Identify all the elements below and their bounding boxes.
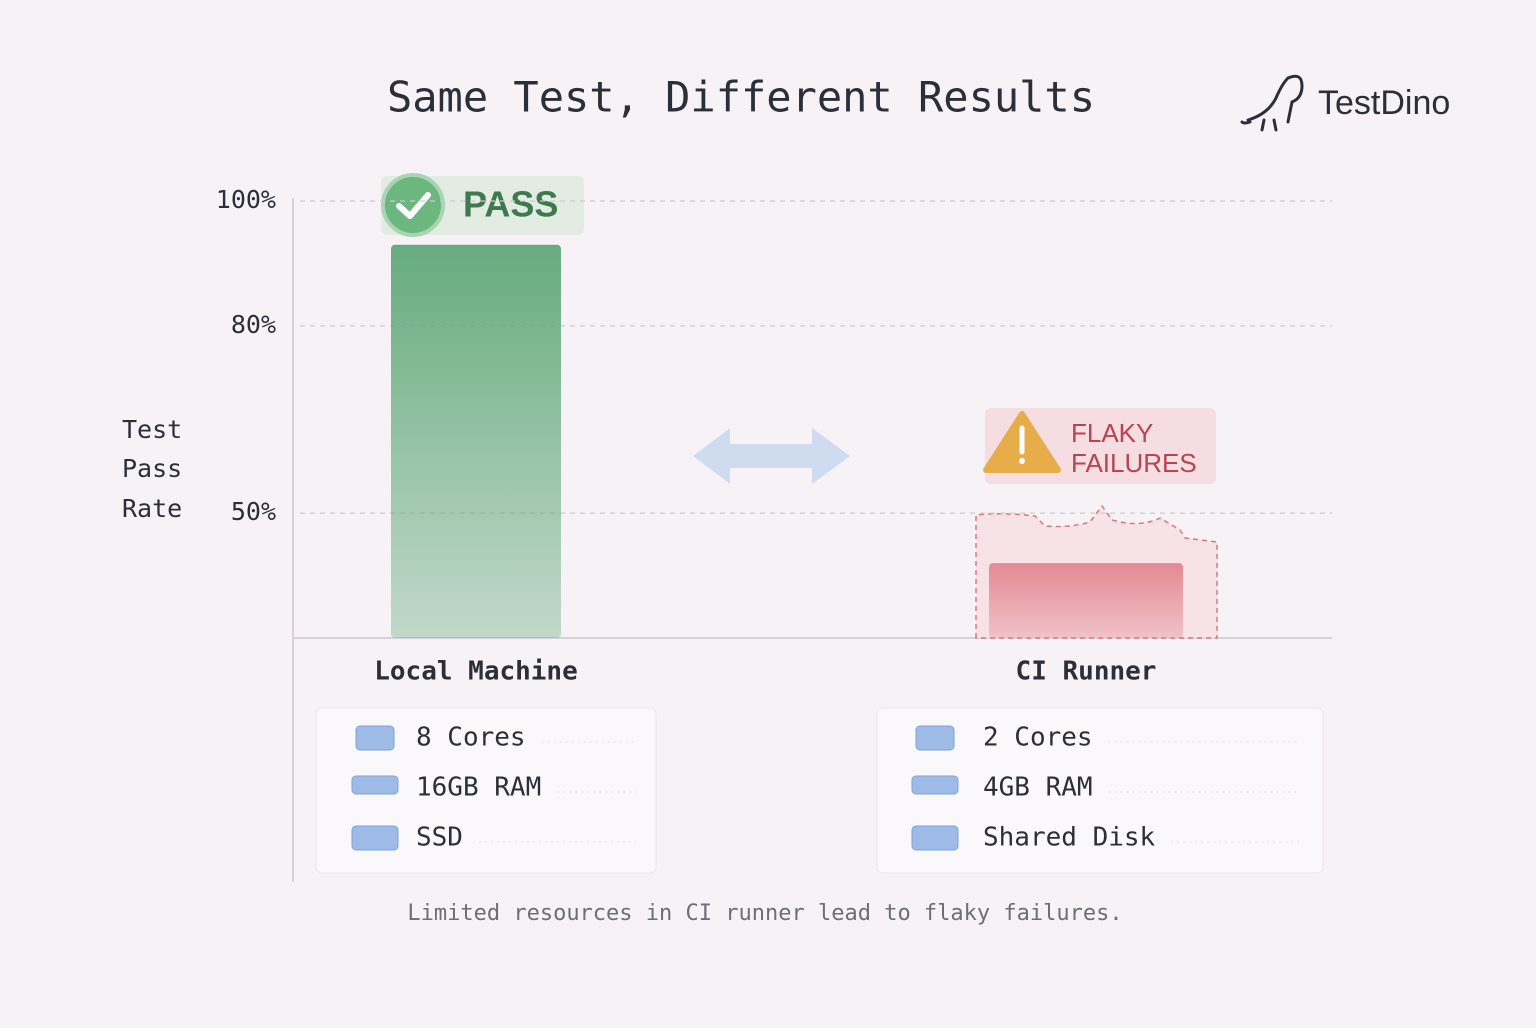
chart-title: Same Test, Different Results — [387, 73, 1095, 122]
flaky-label: FAILURES — [1071, 448, 1197, 478]
spec-item: Shared Disk — [983, 823, 1156, 853]
spec-icon — [911, 825, 959, 851]
spec-icon — [911, 775, 959, 795]
compare-arrow — [693, 428, 850, 484]
y-axis-label: Pass — [122, 454, 182, 483]
spec-card — [876, 707, 1324, 874]
caption: Limited resources in CI runner lead to f… — [407, 901, 1122, 926]
spec-icon — [351, 775, 399, 795]
spec-item: 2 Cores — [983, 723, 1093, 753]
y-axis-label: Test — [122, 415, 182, 444]
spec-item: SSD — [416, 823, 463, 853]
spec-item: 16GB RAM — [416, 773, 541, 803]
brand-name: TestDino — [1318, 84, 1450, 122]
spec-icon — [351, 825, 399, 851]
pass-label: PASS — [463, 184, 558, 225]
brand-logo — [1240, 74, 1304, 132]
warning-dot — [1019, 458, 1025, 464]
spec-card — [315, 707, 657, 874]
y-tick-label: 100% — [216, 185, 276, 214]
bar — [989, 563, 1183, 638]
spec-icon — [915, 725, 955, 751]
y-axis-label: Rate — [122, 494, 182, 523]
spec-item: 8 Cores — [416, 723, 526, 753]
y-tick-label: 50% — [231, 497, 276, 526]
flaky-label: FLAKY — [1071, 418, 1153, 448]
check-mark — [396, 192, 431, 219]
bar — [391, 244, 561, 638]
pass-icon — [381, 173, 445, 237]
x-tick-label: Local Machine — [374, 657, 578, 687]
y-tick-label: 80% — [231, 310, 276, 339]
x-tick-label: CI Runner — [1016, 657, 1157, 687]
spec-item: 4GB RAM — [983, 773, 1093, 803]
spec-icon — [355, 725, 395, 751]
